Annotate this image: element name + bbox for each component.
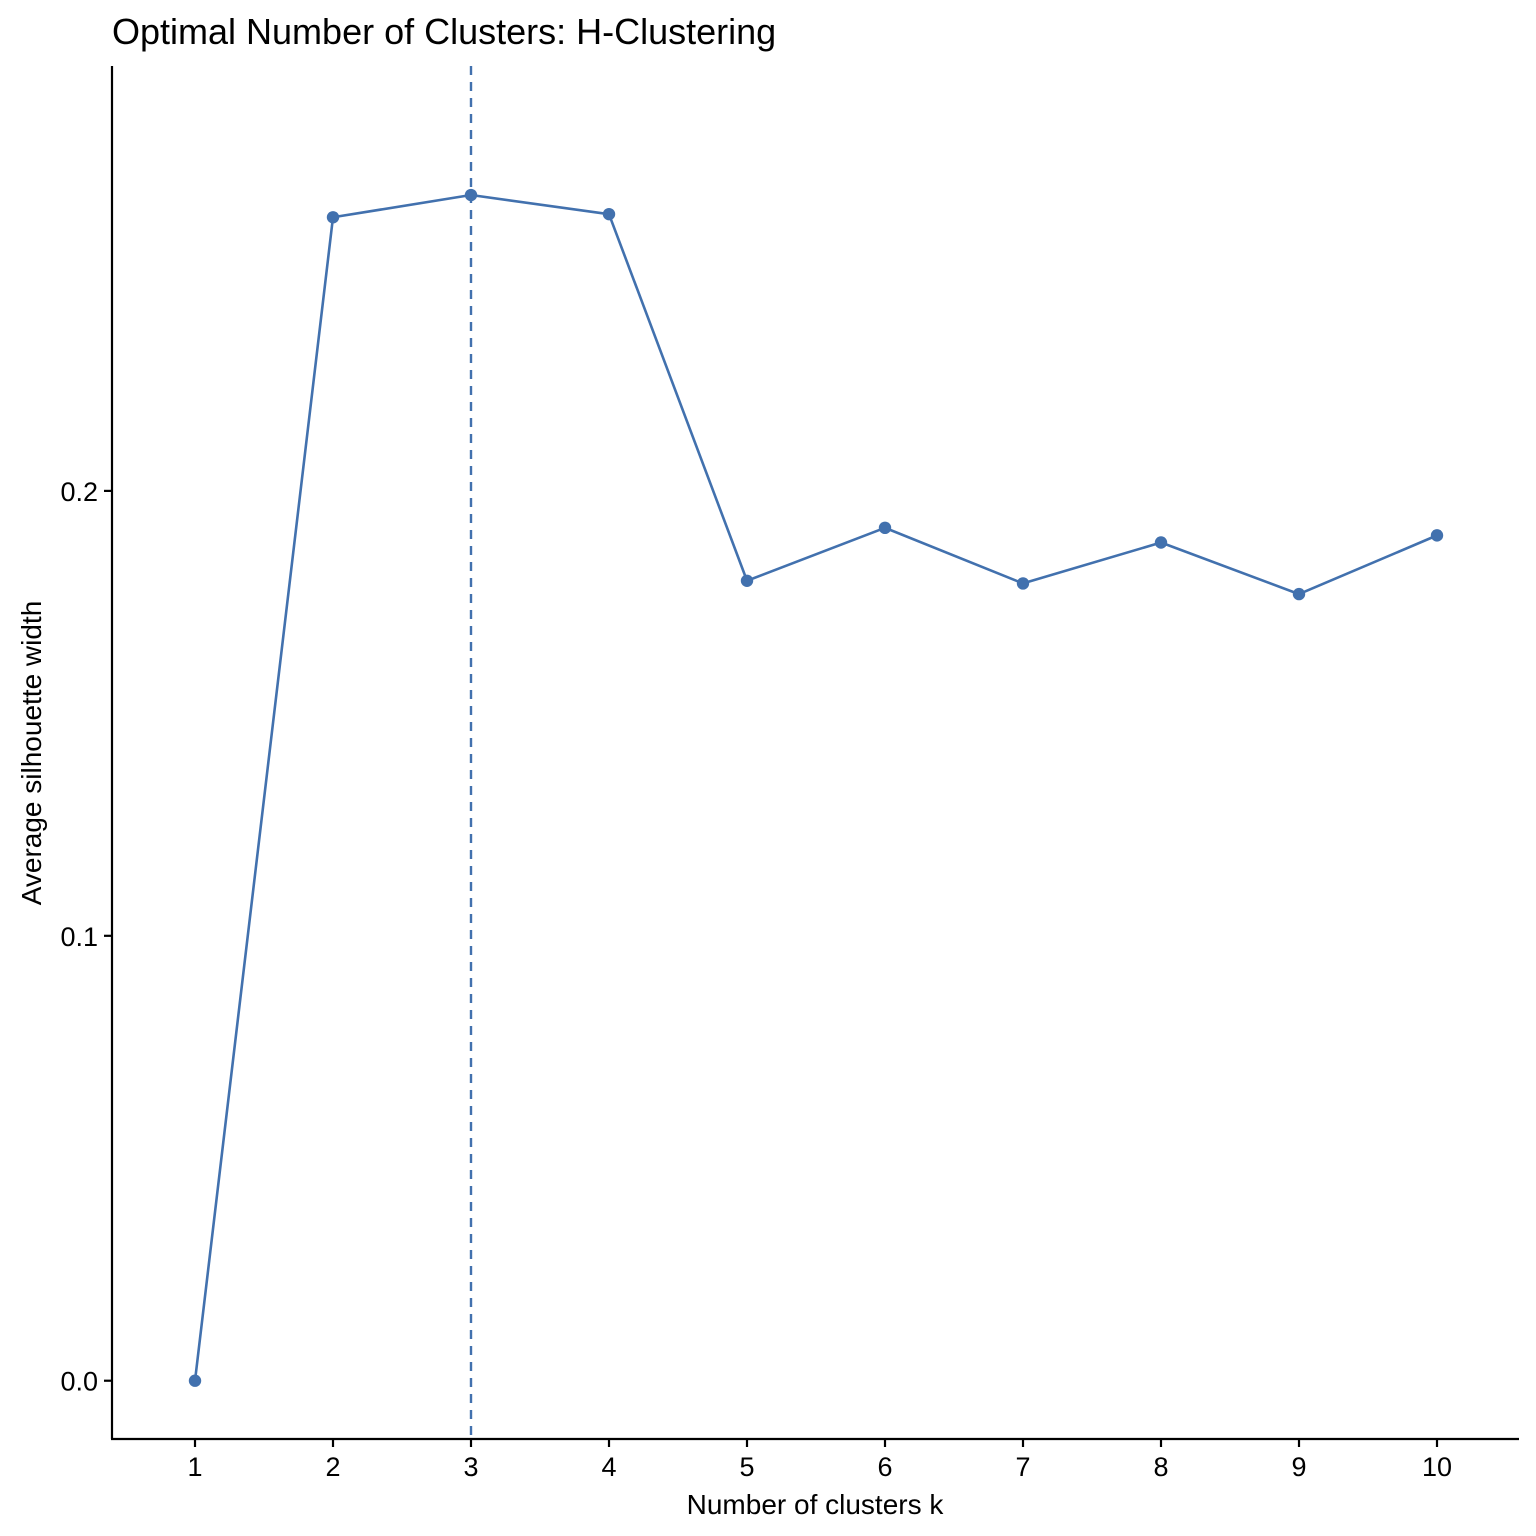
y-tick-label: 0.0 [60, 1367, 98, 1397]
data-point-k8 [1154, 536, 1168, 549]
y-tick-label: 0.2 [60, 477, 98, 507]
data-point-k5 [740, 574, 754, 587]
x-tick-label: 3 [463, 1452, 478, 1482]
data-point-k9 [1292, 587, 1306, 601]
data-point-k3 [464, 188, 478, 202]
chart-title: Optimal Number of Clusters: H-Clustering [112, 11, 776, 52]
y-ticks: 0.0 0.1 0.2 [60, 477, 112, 1397]
series-group [188, 188, 1444, 1387]
y-axis-label: Average silhouette width [16, 601, 47, 906]
series-line [193, 193, 1438, 1381]
y-tick-label: 0.1 [60, 922, 98, 952]
axes [110, 66, 1519, 1441]
data-point-k6 [878, 521, 892, 535]
data-point-k10 [1430, 529, 1444, 542]
x-tick-label: 8 [1153, 1452, 1168, 1482]
x-axis-label: Number of clusters k [687, 1489, 945, 1520]
x-tick-label: 7 [1015, 1452, 1030, 1482]
data-point-k7 [1016, 577, 1030, 590]
x-tick-label: 5 [739, 1452, 754, 1482]
data-point-k4 [602, 207, 616, 221]
x-tick-label: 2 [325, 1452, 340, 1482]
x-tick-label: 10 [1422, 1452, 1452, 1482]
x-tick-label: 1 [187, 1452, 202, 1482]
x-tick-label: 6 [877, 1452, 892, 1482]
data-point-k2 [326, 211, 340, 224]
x-tick-label: 9 [1291, 1452, 1306, 1482]
data-point-k1 [188, 1374, 202, 1387]
x-tick-label: 4 [601, 1452, 616, 1482]
x-ticks: 1 2 3 4 5 6 7 8 9 10 [187, 1439, 1452, 1482]
